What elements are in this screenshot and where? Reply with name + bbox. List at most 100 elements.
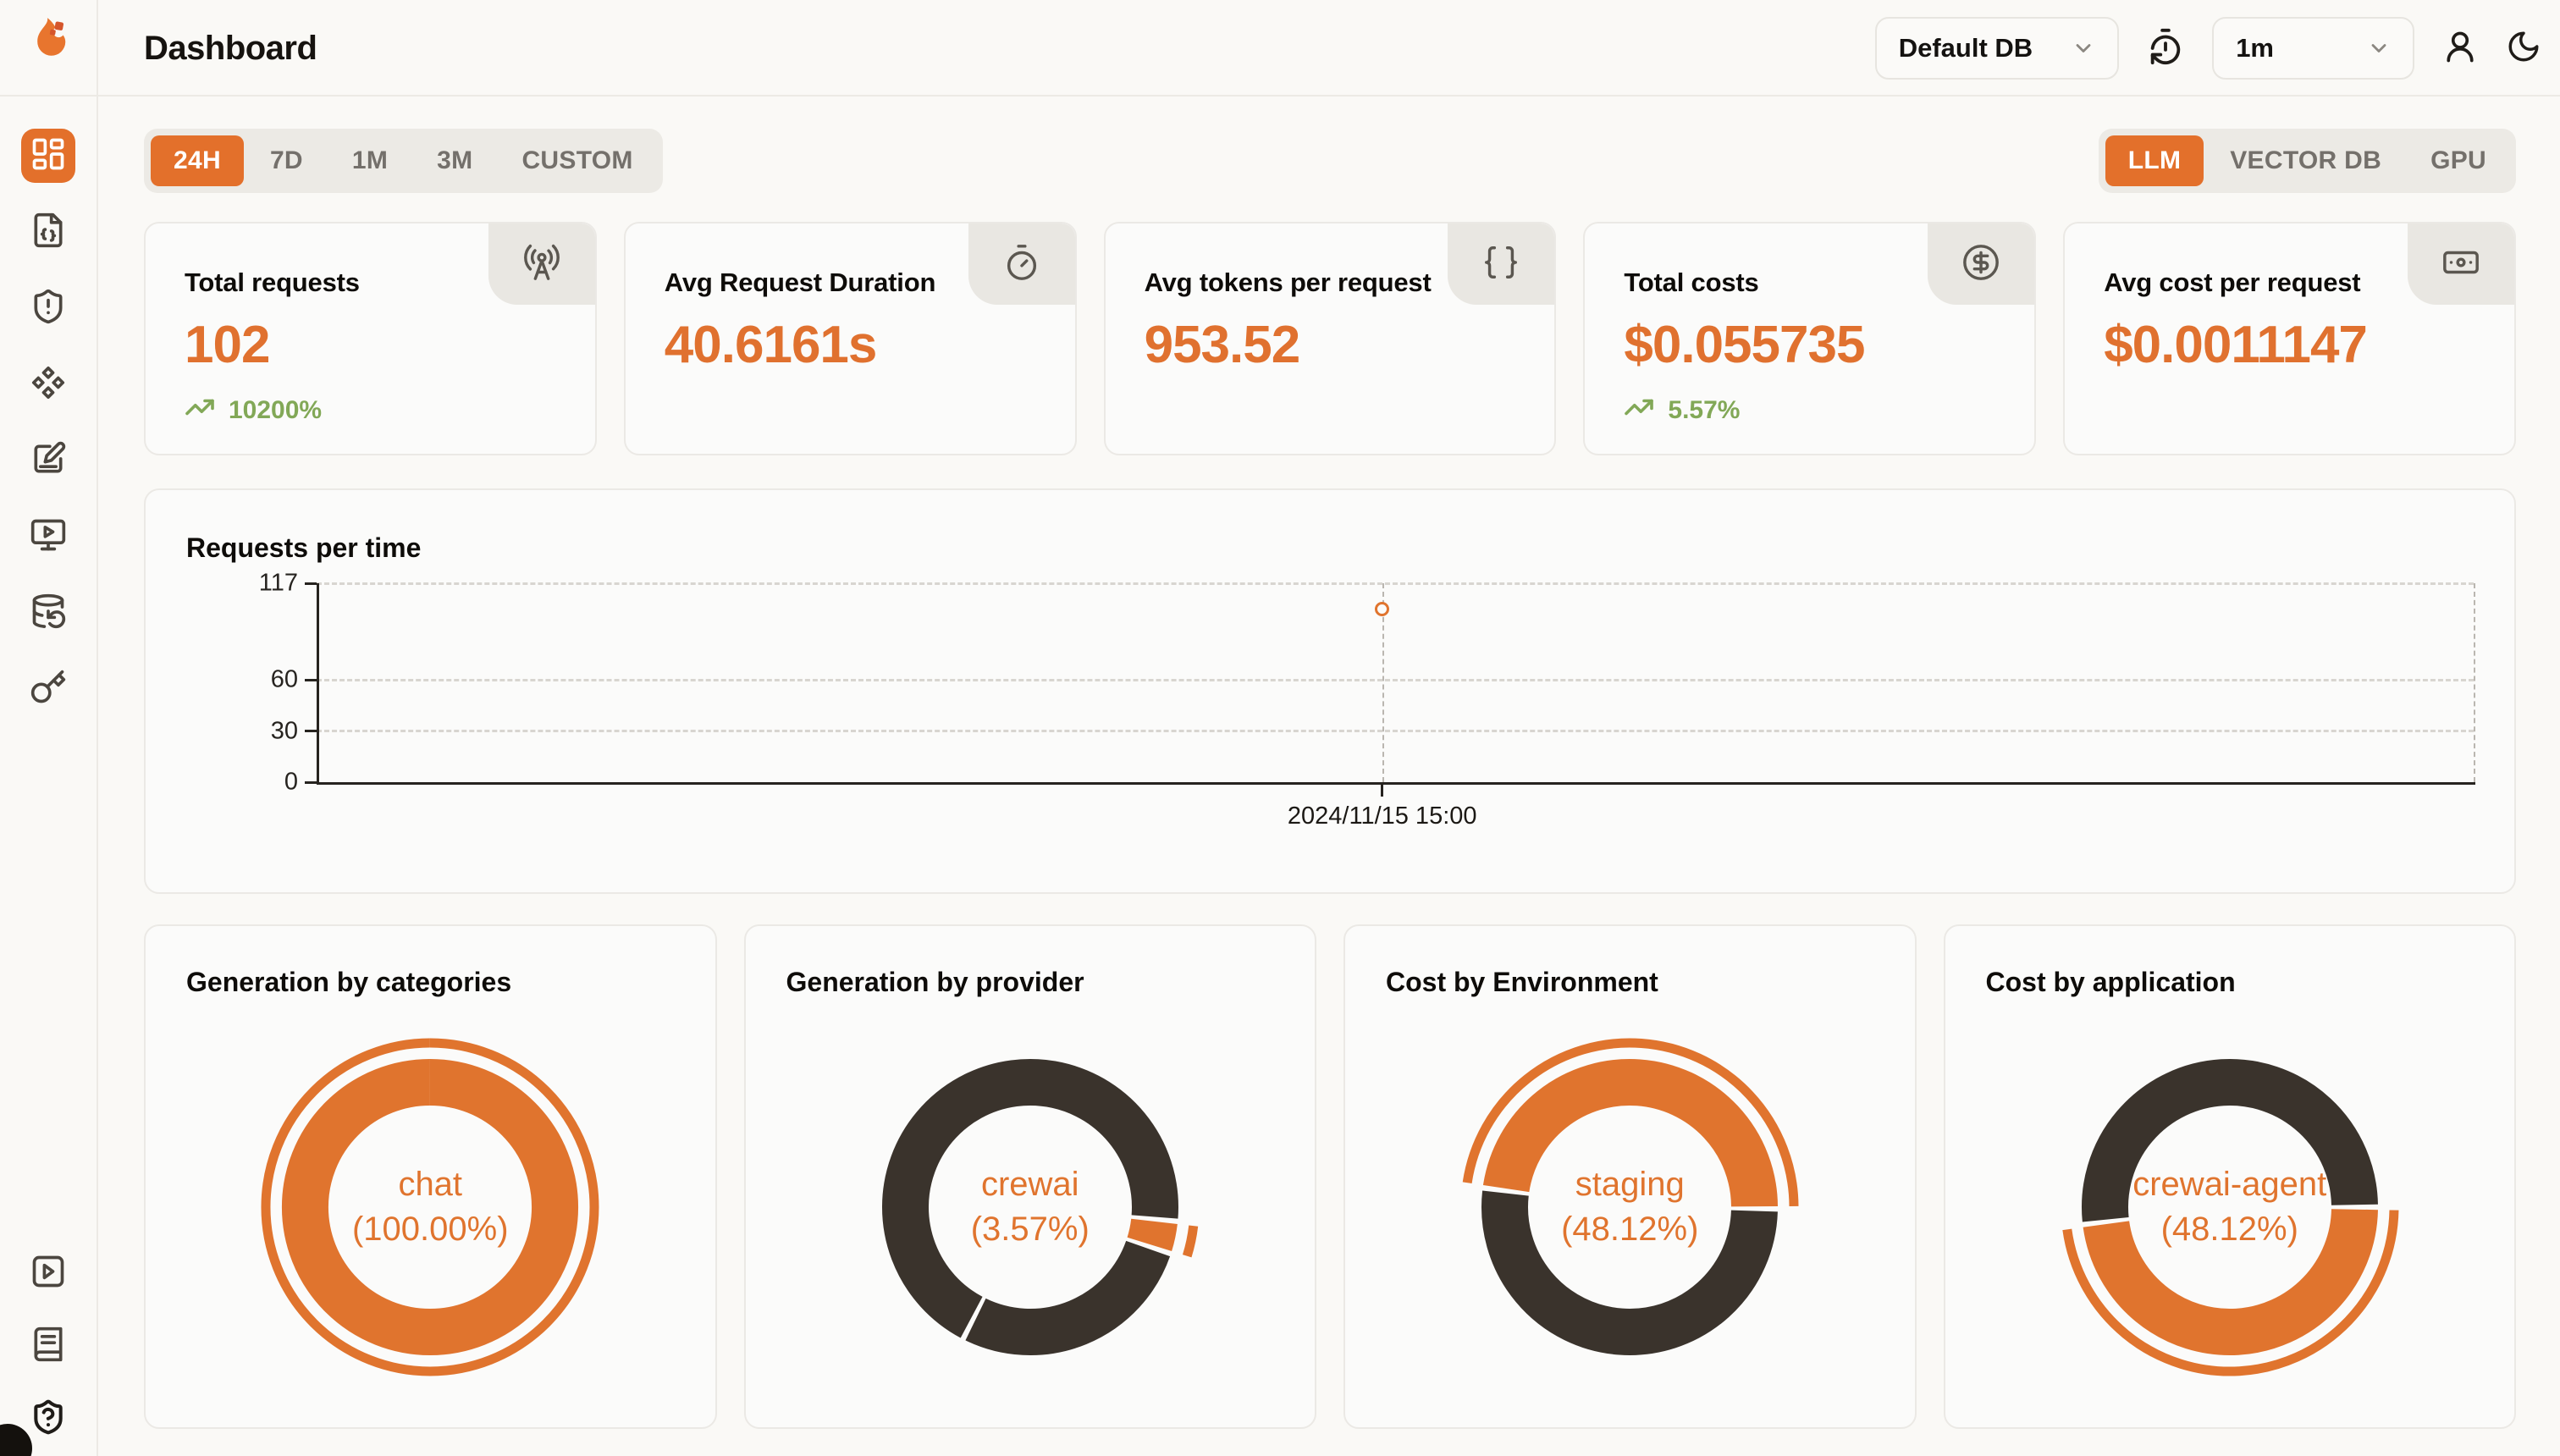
sidebar-item-dashboard[interactable] — [21, 129, 75, 183]
chart-title: Requests per time — [186, 532, 422, 563]
stat-label: Total costs — [1624, 267, 1759, 297]
tab-custom[interactable]: CUSTOM — [521, 146, 633, 174]
donut-highlight-arc — [2062, 1210, 2399, 1376]
sidebar-item-evaluations[interactable] — [21, 433, 75, 488]
donut-center-name: chat — [398, 1166, 463, 1204]
sidebar-item-databases[interactable] — [21, 586, 75, 640]
tab-24h[interactable]: 24H — [151, 135, 244, 186]
book-icon — [30, 1326, 67, 1367]
donut-segment — [1481, 1190, 1779, 1355]
stat-trend-value: 5.57% — [1668, 396, 1741, 424]
requests-chart-card: Requests per time 0 30 60 117 2024/11/15 15:… — [144, 488, 2516, 894]
tab-3m[interactable]: 3M — [437, 146, 473, 174]
tab-llm[interactable]: LLM — [2105, 135, 2204, 186]
tab-vector-db[interactable]: VECTOR DB — [2230, 146, 2382, 174]
toolbar: 24H 7D 1M 3M CUSTOM LLM VECTOR DB GPU — [144, 129, 2516, 193]
donuts-row: Generation by categories chat (100.00%) … — [144, 924, 2516, 1429]
app-logo[interactable] — [22, 17, 74, 73]
radio-tower-icon — [522, 243, 561, 286]
stat-trend-value: 10200% — [229, 396, 323, 424]
sidebar-item-exceptions[interactable] — [21, 281, 75, 335]
sidebar-item-requests[interactable] — [21, 205, 75, 259]
key-icon — [30, 669, 67, 710]
donut-segment — [282, 1059, 579, 1356]
sidebar-item-api-keys[interactable] — [21, 662, 75, 716]
sidebar-item-playground[interactable] — [21, 510, 75, 564]
shield-question-icon — [30, 1398, 67, 1440]
shield-alert-icon — [30, 288, 67, 329]
stat-icon-badge — [1448, 223, 1555, 305]
database-select[interactable]: Default DB — [1874, 17, 2120, 80]
chevron-down-icon — [2367, 36, 2391, 60]
timer-icon — [1002, 243, 1041, 286]
tab-1m[interactable]: 1M — [351, 146, 389, 174]
tab-7d[interactable]: 7D — [269, 146, 303, 174]
time-range-tabs: 24H 7D 1M 3M CUSTOM — [144, 129, 663, 193]
donut-segment — [2083, 1208, 2378, 1356]
page-title: Dashboard — [144, 29, 317, 67]
donut-chart — [2062, 1059, 2399, 1376]
crosshair-line — [1382, 583, 1384, 782]
source-tabs: LLM VECTOR DB GPU — [2098, 129, 2516, 193]
donut-center-pct: (48.12%) — [2160, 1211, 2298, 1248]
database-select-value: Default DB — [1898, 33, 2033, 63]
main-area: Dashboard Default DB 1m — [98, 0, 2560, 1456]
donut-segment — [965, 1240, 1170, 1355]
database-backup-icon — [30, 593, 67, 634]
trending-up-icon — [1624, 392, 1654, 429]
header-controls: Default DB 1m — [1874, 17, 2541, 80]
tab-gpu[interactable]: GPU — [2430, 146, 2486, 174]
donut-title: Generation by categories — [186, 967, 512, 997]
donut-title: Generation by provider — [786, 967, 1084, 997]
stat-icon-badge — [488, 223, 595, 305]
donut-title: Cost by Environment — [1386, 967, 1658, 997]
y-axis-line — [317, 583, 319, 782]
donut-segment — [881, 1059, 1178, 1338]
x-tick-mark — [1381, 785, 1384, 797]
x-tick-label: 2024/11/15 15:00 — [1287, 802, 1477, 830]
donut-segment — [1483, 1059, 1779, 1207]
sidebar — [0, 0, 98, 1456]
diamonds-icon — [30, 364, 67, 405]
sidebar-item-documentation[interactable] — [21, 1322, 75, 1370]
sidebar-bottom — [21, 1249, 75, 1442]
y-tick-mark — [305, 582, 317, 585]
refresh-history-button[interactable] — [2146, 27, 2185, 70]
stat-card-total-costs: Total costs $0.055735 5.57% — [1583, 222, 2037, 455]
donut-chart — [1462, 1038, 1799, 1355]
sidebar-item-prompts[interactable] — [21, 357, 75, 411]
y-tick-label: 60 — [270, 665, 298, 693]
stat-icon-badge — [2407, 223, 2514, 305]
stat-label: Avg Request Duration — [664, 267, 936, 297]
stat-value: 40.6161s — [664, 316, 878, 374]
sidebar-item-demo-video[interactable] — [21, 1249, 75, 1297]
moon-icon — [2506, 29, 2541, 69]
dark-mode-toggle[interactable] — [2506, 29, 2541, 69]
sidebar-item-support[interactable] — [21, 1395, 75, 1442]
donut-highlight-arc — [1182, 1225, 1198, 1258]
donut-segment — [2081, 1059, 2378, 1222]
stats-row: Total requests 102 10200% — [144, 222, 2516, 455]
stat-value: $0.0011147 — [2104, 316, 2368, 374]
y-tick-label: 0 — [284, 768, 298, 796]
sidebar-nav — [21, 129, 75, 716]
stat-card-avg-duration: Avg Request Duration 40.6161s — [623, 222, 1077, 455]
donut-center-label: staging (48.12%) — [1345, 1162, 1915, 1252]
donut-segment — [1127, 1218, 1178, 1252]
plot-right-edge — [2474, 583, 2475, 782]
profile-button[interactable] — [2441, 28, 2479, 69]
y-tick-label: 30 — [270, 717, 298, 745]
y-gridline — [317, 678, 2474, 681]
donut-title: Cost by application — [1985, 967, 2236, 997]
monitor-play-icon — [30, 516, 67, 558]
donut-center-pct: (48.12%) — [1561, 1211, 1699, 1248]
stat-label: Total requests — [185, 267, 360, 297]
circle-dollar-sign-icon — [1961, 243, 2000, 286]
square-play-icon — [30, 1253, 67, 1294]
stat-label: Avg tokens per request — [1144, 267, 1432, 297]
donut-card-application: Cost by application crewai-agent (48.12%… — [1943, 924, 2516, 1429]
timer-reset-icon — [2146, 27, 2185, 70]
interval-select[interactable]: 1m — [2212, 17, 2414, 80]
file-json-icon — [30, 212, 67, 253]
